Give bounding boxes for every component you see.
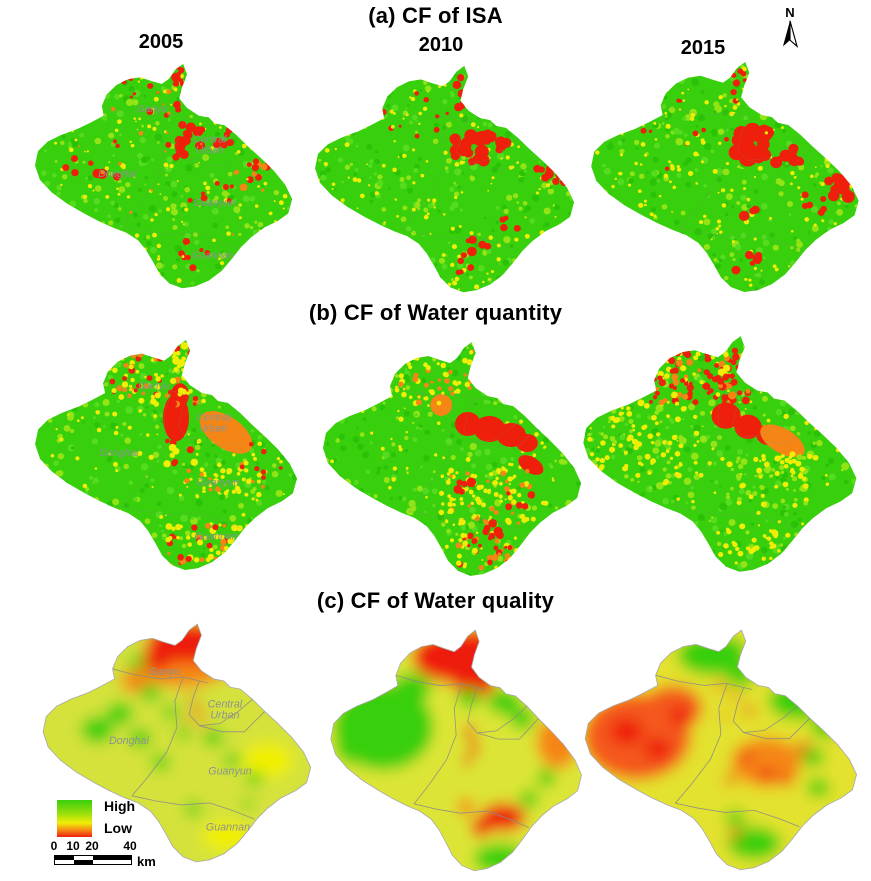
region-label: Central Urban [208,698,243,721]
map-cf-water-quantity-2015 [578,330,870,582]
scale-bar: 0 10 20 40 km [44,839,184,875]
map-cf-isa-2005: Ganyu Central Urban Donghai Guanyun Guannan [30,58,305,298]
scale-tick-40: 40 [123,839,137,853]
region-label: Ganyu [137,104,168,115]
region-label: Central Urban [196,413,231,435]
scale-tick-0: 0 [50,839,58,853]
map-cf-water-quantity-2010 [318,336,594,586]
scale-bar-graphic [54,855,132,865]
panel-a-title: (a) CF of ISA [368,3,503,28]
region-label: Guanyun [208,765,252,777]
legend: High Low [48,794,198,842]
region-label: Central Urban [193,135,227,156]
map-cf-isa-2010 [310,60,587,302]
panel-b-title: (b) CF of Water quantity [308,300,563,325]
year-label-2005: 2005 [138,31,184,53]
legend-low-label: Low [104,820,132,836]
region-label: Ganyu [149,666,181,678]
map-cf-water-quality-2005: Ganyu Central Urban Donghai Guanyun Guannan [38,618,324,872]
map-cf-water-quality-2010 [326,624,594,881]
map-cf-water-quality-2015 [580,624,870,880]
scale-unit-label: km [137,854,156,869]
region-label: Guanyun [197,478,240,489]
scale-tick-10: 10 [66,839,80,853]
map-cf-isa-2015 [586,56,871,302]
region-label: Donghai [109,735,150,747]
north-arrow: N [772,6,808,54]
panel-c-title: (c) CF of Water quality [316,588,555,613]
region-label: Guanyun [194,198,236,209]
region-label: Guannan [206,821,250,833]
map-cf-water-quantity-2005: Ganyu Central Urban Donghai Guanyun Guannan [30,334,310,580]
region-label: Donghai [98,169,137,180]
north-label: N [785,5,795,20]
region-label: Donghai [99,448,139,459]
region-label: Ganyu [139,381,170,392]
region-label: Guannan [191,251,234,262]
legend-gradient-swatch [57,800,92,837]
scale-tick-20: 20 [85,839,99,853]
year-label-2015: 2015 [680,37,726,59]
legend-high-label: High [104,798,136,814]
north-arrow-icon [782,20,799,49]
region-label: Guannan [194,532,237,543]
year-label-2010: 2010 [418,34,464,56]
